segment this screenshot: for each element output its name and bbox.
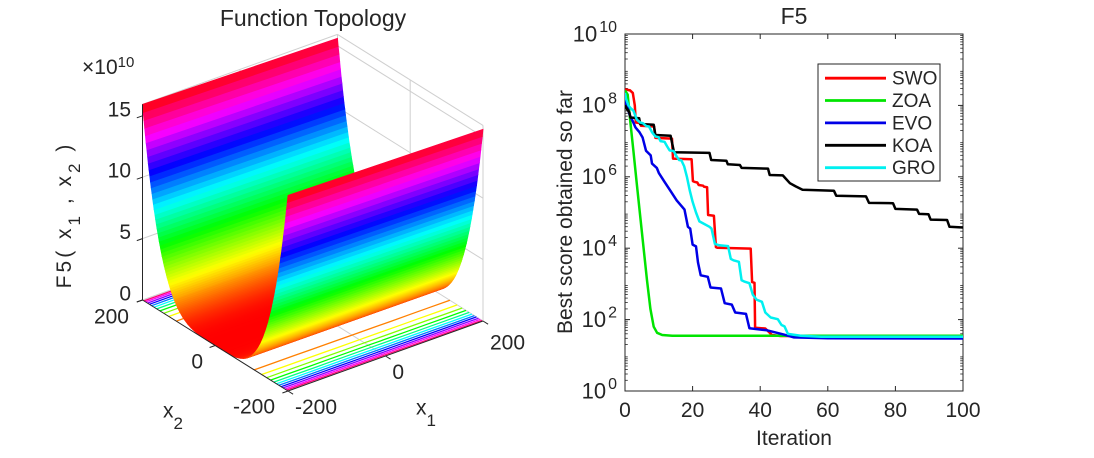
- svg-text:10: 10: [582, 307, 606, 332]
- svg-text:5: 5: [119, 221, 131, 244]
- svg-text:10: 10: [108, 160, 131, 183]
- svg-text:20: 20: [681, 399, 704, 422]
- svg-text:15: 15: [108, 98, 131, 121]
- svg-text:EVO: EVO: [892, 113, 932, 134]
- svg-text:40: 40: [749, 399, 772, 422]
- svg-text:Best score obtained so far: Best score obtained so far: [554, 90, 577, 334]
- svg-text:10: 10: [582, 164, 606, 189]
- svg-text:60: 60: [816, 399, 839, 422]
- svg-text:200: 200: [490, 332, 525, 355]
- svg-text:6: 6: [608, 162, 617, 179]
- svg-text:-200: -200: [233, 396, 275, 419]
- svg-text:0: 0: [119, 283, 131, 306]
- svg-text:-200: -200: [295, 396, 337, 419]
- svg-text:SWO: SWO: [892, 69, 937, 90]
- svg-text:Iteration: Iteration: [756, 427, 832, 450]
- svg-text:0: 0: [619, 399, 631, 422]
- svg-text:ZOA: ZOA: [892, 91, 931, 112]
- svg-text:KOA: KOA: [892, 136, 932, 157]
- svg-text:0: 0: [191, 351, 203, 374]
- svg-text:0: 0: [392, 361, 404, 384]
- svg-text:10: 10: [599, 19, 617, 36]
- svg-text:10: 10: [582, 93, 606, 118]
- svg-text:100: 100: [945, 399, 980, 422]
- svg-text:10: 10: [573, 21, 597, 46]
- svg-text:4: 4: [608, 233, 617, 250]
- svg-text:80: 80: [884, 399, 907, 422]
- svg-text:2: 2: [608, 305, 617, 322]
- svg-text:F5: F5: [781, 3, 808, 29]
- svg-text:0: 0: [608, 376, 617, 393]
- svg-text:10: 10: [582, 236, 606, 261]
- svg-text:GRO: GRO: [892, 158, 935, 179]
- svg-text:8: 8: [608, 90, 617, 107]
- svg-text:200: 200: [94, 306, 129, 329]
- svg-text:Function Topology: Function Topology: [220, 5, 407, 31]
- svg-text:10: 10: [582, 378, 606, 403]
